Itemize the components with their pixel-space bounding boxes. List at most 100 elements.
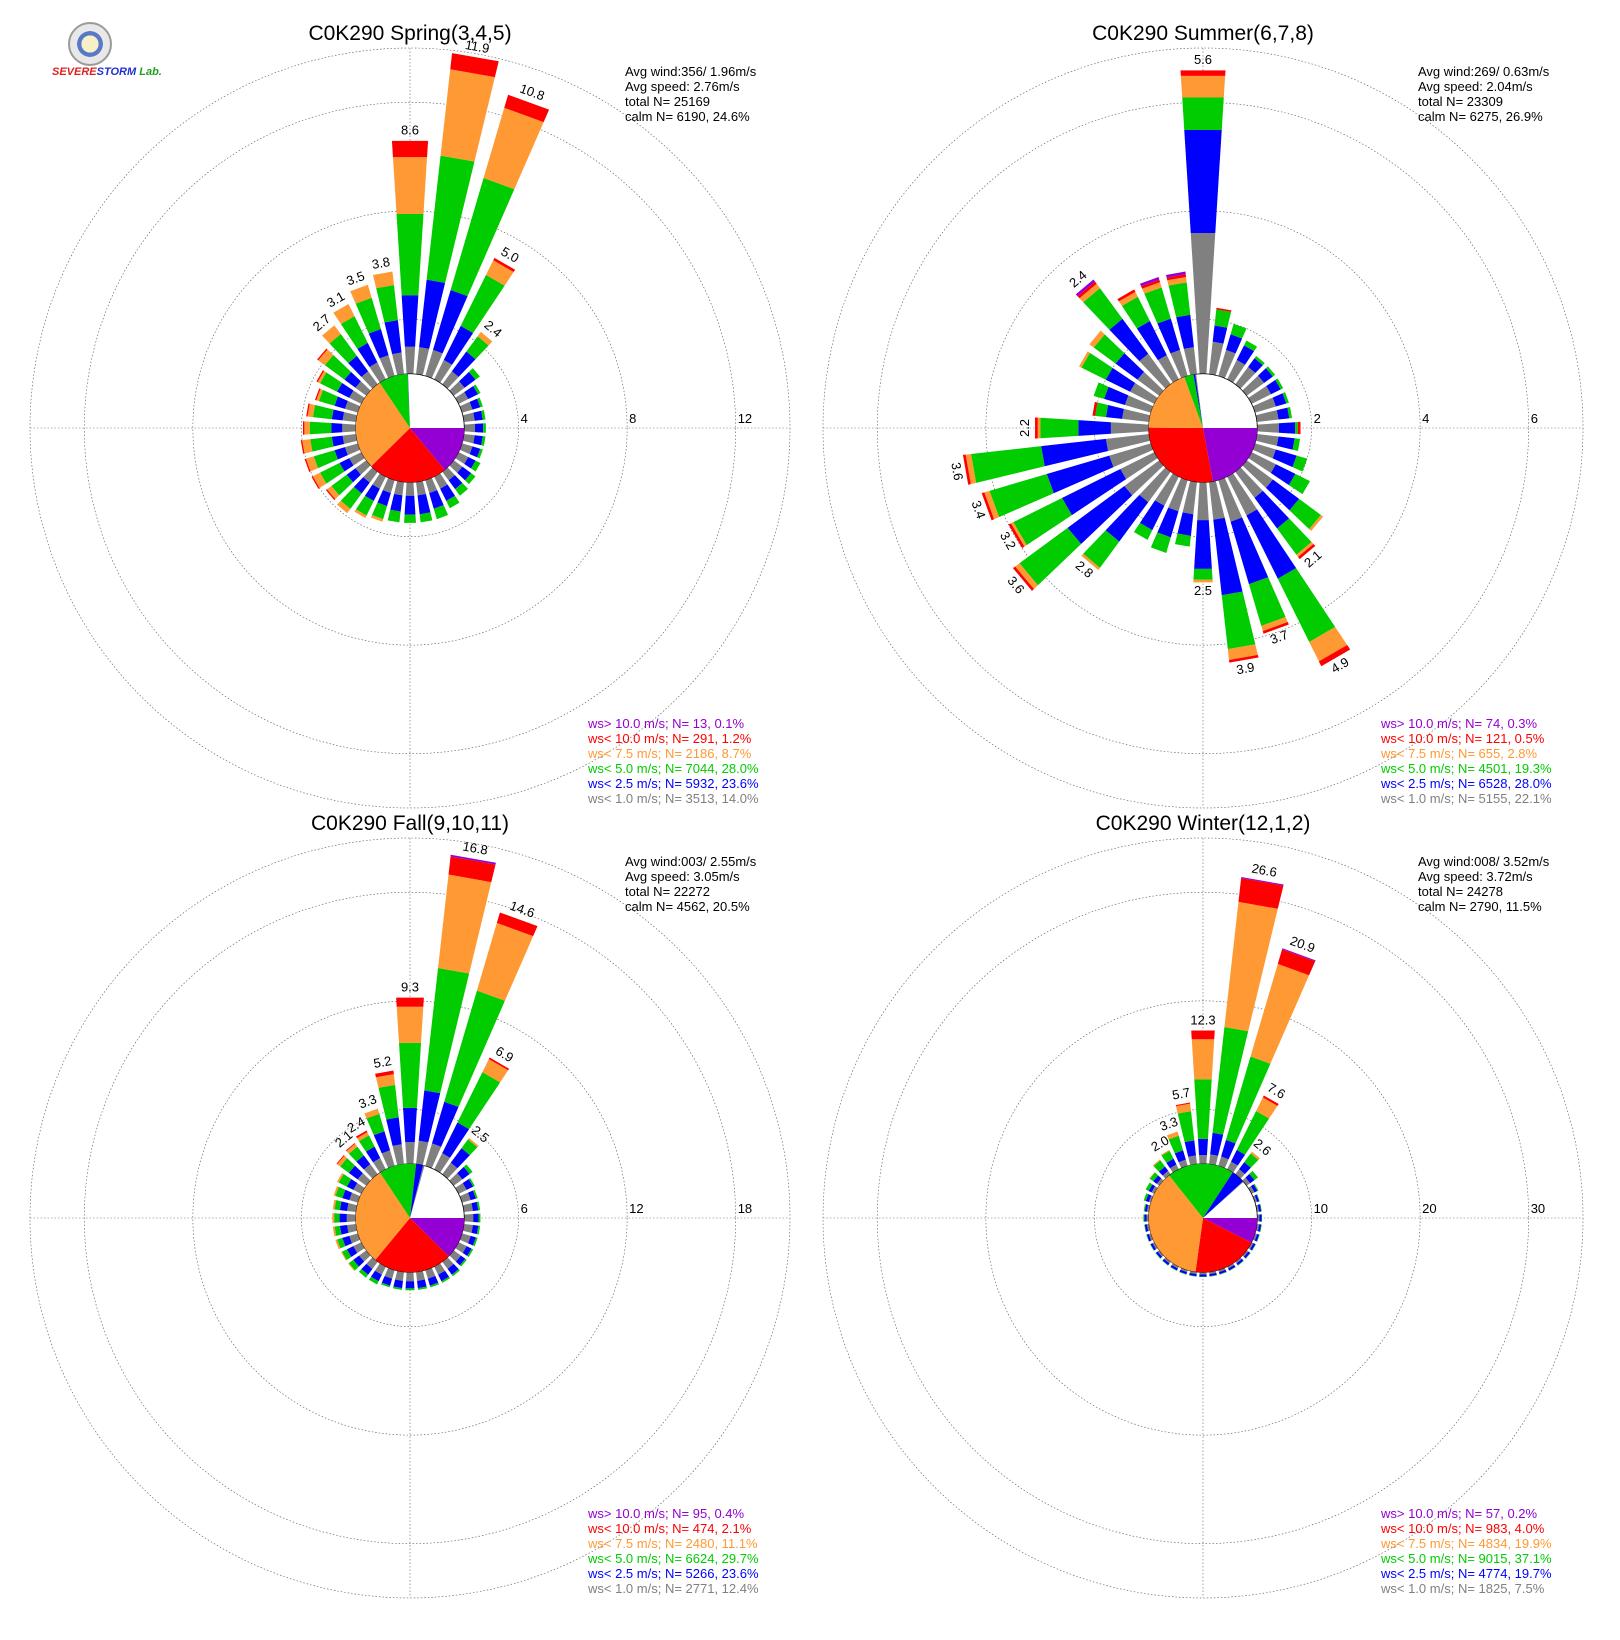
bar-segment [1242, 375, 1265, 396]
calm-pie-slice [1203, 1172, 1244, 1218]
direction-bar [464, 423, 486, 433]
bar-segment [1105, 434, 1151, 451]
direction-bar [1255, 406, 1293, 422]
direction-bar [962, 434, 1151, 485]
bar-segment [1122, 408, 1151, 422]
bar-segment [1218, 477, 1243, 522]
bar-segment [1139, 500, 1165, 531]
bar-segment [1161, 1150, 1174, 1163]
bar-segment [1253, 1183, 1259, 1191]
bar-segment [1180, 1267, 1188, 1273]
bar-segment [416, 1270, 425, 1281]
direction-bar [459, 1189, 478, 1203]
bar-segment [342, 434, 358, 444]
bar-segment [1164, 1257, 1171, 1264]
bar-segment [318, 349, 334, 366]
bar-segment [468, 1190, 476, 1201]
bar-segment [337, 1237, 346, 1249]
bar-segment [1254, 1194, 1260, 1203]
bar-segment [334, 1213, 340, 1223]
bar-segment [1278, 422, 1296, 434]
bar-segment [459, 1258, 467, 1267]
bar-segment [334, 1200, 342, 1211]
direction-bar [311, 452, 365, 489]
bar-segment [1309, 514, 1324, 531]
bar-segment [1197, 482, 1209, 521]
bar-segment [353, 1255, 365, 1267]
bar-segment [1184, 130, 1222, 233]
bar-segment [355, 460, 371, 475]
bar-segment [444, 990, 505, 1107]
bar-segment [416, 480, 426, 496]
direction-bar [302, 421, 356, 435]
bar-segment [449, 460, 463, 473]
direction-bar [405, 1272, 415, 1291]
bar-segment [358, 1135, 375, 1152]
bar-label: 8.6 [401, 123, 419, 138]
bar-segment [462, 434, 475, 444]
bar-segment [1144, 1214, 1147, 1222]
stats-line: total N= 23309 [1418, 94, 1503, 109]
legend-entry: ws> 10.0 m/s; N= 74, 0.3% [1380, 716, 1538, 731]
direction-bar [368, 1263, 386, 1285]
bar-segment [477, 331, 493, 346]
direction-bar [425, 912, 538, 1169]
bar-segment [370, 515, 384, 522]
ring-tick-label: 12 [738, 411, 752, 426]
bar-segment [1227, 644, 1258, 660]
bar-segment [1193, 568, 1213, 580]
bar-label: 9.3 [401, 980, 419, 995]
bar-segment [310, 436, 334, 452]
bar-segment [1257, 1204, 1262, 1212]
bar-segment [1168, 1135, 1184, 1154]
legend-entry: ws> 10.0 m/s; N= 13, 0.1% [587, 716, 745, 731]
direction-bar [434, 257, 516, 383]
legend-entry: ws< 1.0 m/s; N= 1825, 7.5% [1380, 1581, 1545, 1596]
bar-label: 3.3 [357, 1091, 379, 1111]
direction-bar [981, 443, 1154, 521]
bar-segment [1199, 1276, 1207, 1278]
bar-segment [1182, 97, 1224, 131]
bar-segment [425, 349, 443, 379]
bar-segment [1218, 1269, 1227, 1275]
bar-segment [1245, 1252, 1251, 1259]
direction-bar [1209, 1270, 1217, 1277]
bar-segment [1213, 517, 1243, 596]
bar-segment [384, 320, 402, 355]
bar-segment [481, 436, 486, 446]
stats-line: Avg wind:356/ 1.96m/s [625, 64, 757, 79]
direction-bar [1252, 392, 1289, 413]
bar-segment [353, 477, 370, 494]
ring-tick-label: 30 [1531, 1201, 1545, 1216]
wind-rose-panel-3: C0K290 Fall(9,10,11)6 12 189.316.814.66.92… [29, 812, 791, 1599]
direction-bar [449, 460, 476, 485]
bar-segment [349, 452, 365, 466]
bar-segment [450, 1148, 470, 1169]
bar-segment [1272, 393, 1287, 407]
bar-segment [331, 435, 345, 447]
bar-segment [393, 1279, 403, 1289]
bar-segment [1137, 371, 1164, 396]
bar-segment [1216, 307, 1232, 312]
bar-segment [1167, 276, 1187, 286]
bar-segment [460, 274, 505, 334]
direction-bar [1166, 1131, 1188, 1169]
lab-logo: SEVERESTORM Lab. [52, 22, 162, 82]
legend-entry: ws< 10.0 m/s; N= 983, 4.0% [1380, 1521, 1545, 1536]
bar-segment [1297, 421, 1301, 435]
bar-segment [1155, 1252, 1161, 1259]
bar-segment [1046, 455, 1114, 494]
direction-bar [1248, 378, 1284, 404]
bar-segment [442, 467, 455, 481]
bar-segment [396, 1006, 424, 1043]
direction-bar [416, 854, 496, 1166]
legend-entry: ws< 2.5 m/s; N= 5932, 23.6% [587, 776, 759, 791]
bar-segment [476, 1225, 481, 1235]
bar-segment [348, 1146, 364, 1162]
bar-segment [364, 484, 380, 501]
bar-segment [1309, 626, 1348, 662]
bar-segment [371, 502, 388, 520]
bar-segment [971, 446, 1045, 483]
legend-entry: ws< 1.0 m/s; N= 2771, 12.4% [587, 1581, 759, 1596]
